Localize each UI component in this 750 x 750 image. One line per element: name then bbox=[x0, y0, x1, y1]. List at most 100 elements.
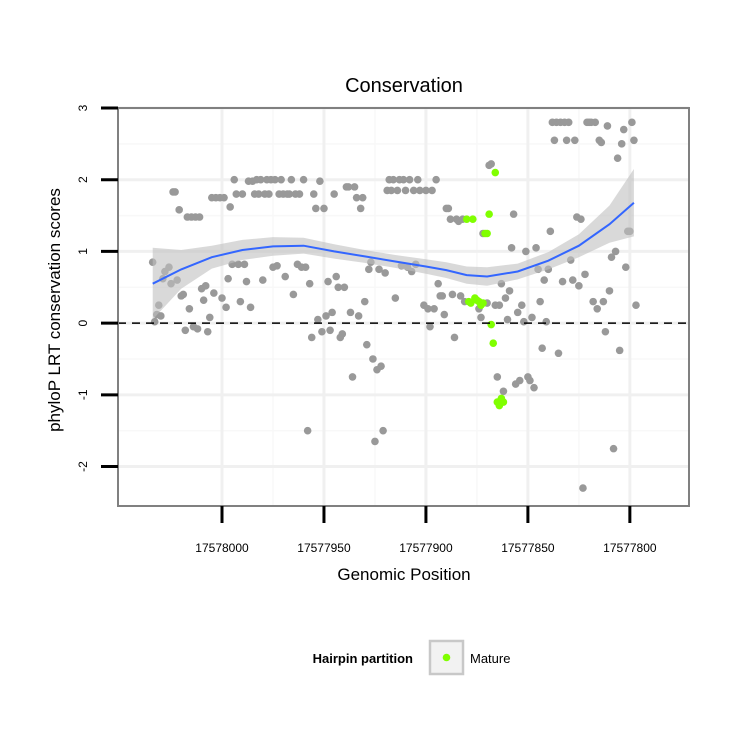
data-point bbox=[554, 349, 563, 358]
data-point bbox=[346, 308, 355, 317]
data-point bbox=[320, 204, 328, 213]
data-point bbox=[628, 118, 636, 127]
data-point bbox=[448, 290, 457, 299]
mature-point bbox=[487, 320, 495, 329]
data-point bbox=[430, 304, 438, 313]
data-point bbox=[568, 276, 577, 284]
mature-point bbox=[479, 299, 487, 307]
data-point bbox=[416, 186, 424, 195]
y-tick-label: -2 bbox=[76, 461, 90, 472]
data-point bbox=[615, 346, 624, 355]
data-point bbox=[369, 355, 377, 363]
x-tick-label: 17577900 bbox=[399, 541, 453, 555]
data-point bbox=[391, 294, 400, 302]
data-point bbox=[324, 277, 332, 286]
data-point bbox=[271, 175, 279, 184]
x-tick-label: 17577800 bbox=[603, 541, 657, 555]
y-tick-label: 1 bbox=[76, 248, 90, 255]
y-axis-title: phyloP LRT conservation scores bbox=[45, 188, 64, 432]
data-point bbox=[203, 327, 212, 336]
y-tick-label: 3 bbox=[76, 104, 90, 111]
x-tick-label: 17578000 bbox=[195, 541, 249, 555]
data-point bbox=[591, 118, 599, 127]
data-point bbox=[258, 276, 267, 284]
data-point bbox=[577, 215, 585, 223]
data-point bbox=[301, 263, 310, 272]
data-point bbox=[242, 277, 251, 286]
data-point bbox=[426, 322, 434, 331]
data-point bbox=[265, 190, 273, 198]
data-point bbox=[185, 304, 194, 313]
data-point bbox=[520, 317, 528, 326]
data-point bbox=[387, 186, 396, 195]
data-point bbox=[438, 292, 447, 300]
data-point bbox=[218, 294, 226, 302]
data-point bbox=[546, 227, 555, 236]
data-point bbox=[312, 204, 320, 213]
mature-point bbox=[469, 215, 477, 223]
data-point bbox=[281, 272, 290, 281]
data-point bbox=[487, 160, 495, 168]
mature-point bbox=[466, 299, 475, 307]
data-point bbox=[375, 265, 383, 274]
data-point bbox=[150, 317, 159, 326]
data-point bbox=[401, 186, 410, 195]
data-point bbox=[303, 426, 312, 435]
data-point bbox=[371, 437, 379, 446]
data-point bbox=[330, 190, 338, 198]
data-point bbox=[356, 204, 365, 213]
data-point bbox=[393, 186, 402, 195]
mature-point bbox=[489, 339, 498, 348]
data-point bbox=[564, 118, 573, 127]
data-point bbox=[428, 186, 436, 195]
data-point bbox=[199, 296, 208, 304]
data-point bbox=[603, 122, 612, 130]
data-point bbox=[254, 190, 263, 198]
data-point bbox=[526, 376, 534, 385]
data-point bbox=[230, 175, 239, 184]
data-point bbox=[440, 310, 449, 319]
data-point bbox=[446, 215, 455, 223]
data-point bbox=[413, 175, 422, 184]
data-point bbox=[171, 188, 179, 196]
data-point bbox=[405, 175, 414, 184]
data-point bbox=[444, 204, 453, 213]
data-point bbox=[609, 444, 618, 453]
data-point bbox=[456, 292, 465, 300]
data-point bbox=[344, 183, 353, 191]
data-point bbox=[538, 344, 546, 353]
data-point bbox=[305, 279, 314, 288]
x-tick-label: 17577950 bbox=[297, 541, 351, 555]
data-point bbox=[540, 276, 549, 284]
data-point bbox=[179, 290, 188, 299]
data-point bbox=[589, 297, 597, 306]
data-point bbox=[157, 312, 165, 320]
data-point bbox=[522, 247, 530, 256]
data-point bbox=[181, 326, 190, 335]
data-point bbox=[295, 190, 304, 198]
data-point bbox=[326, 326, 334, 335]
data-point bbox=[630, 136, 638, 145]
data-point bbox=[399, 175, 408, 184]
data-point bbox=[607, 253, 616, 261]
data-point bbox=[621, 263, 630, 272]
smooth-trend-line bbox=[152, 201, 635, 285]
mature-point bbox=[483, 229, 491, 238]
data-point bbox=[477, 313, 485, 322]
data-point bbox=[575, 282, 583, 290]
chart-title: Conservation bbox=[345, 75, 463, 97]
data-point bbox=[611, 247, 620, 256]
mature-point bbox=[491, 168, 500, 177]
data-point bbox=[550, 136, 559, 145]
data-point bbox=[517, 301, 526, 310]
data-point bbox=[499, 387, 508, 396]
data-point bbox=[619, 125, 628, 134]
data-point bbox=[365, 265, 373, 274]
data-point bbox=[358, 193, 367, 202]
data-point bbox=[501, 294, 510, 302]
data-point bbox=[232, 190, 241, 198]
data-point bbox=[195, 213, 204, 221]
data-point bbox=[532, 244, 540, 252]
data-point bbox=[222, 303, 230, 312]
data-point bbox=[505, 287, 514, 295]
